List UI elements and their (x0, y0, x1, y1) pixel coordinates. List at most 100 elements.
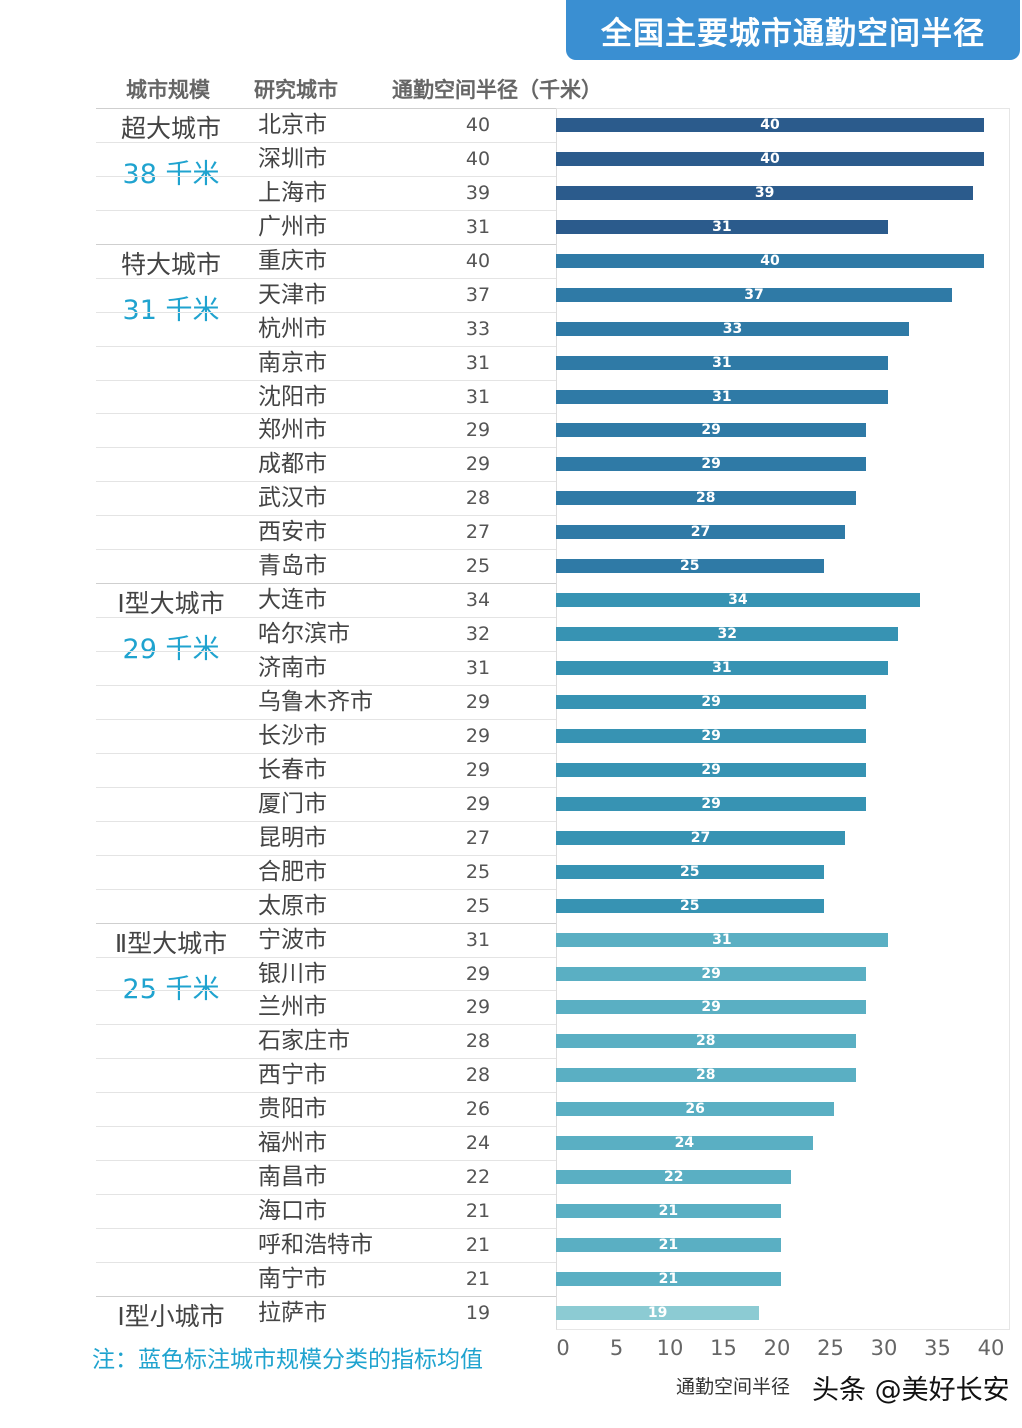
city-name: 厦门市 (258, 790, 327, 817)
value-cell: 37 (465, 283, 491, 306)
city-name: 银川市 (258, 960, 327, 987)
bar: 24 (556, 1136, 813, 1151)
row-divider (96, 718, 556, 720)
value-cell: 29 (465, 996, 491, 1019)
value-cell: 26 (465, 1098, 491, 1121)
value-cell: 21 (465, 1267, 491, 1290)
bar: 31 (556, 932, 888, 947)
city-name: 长沙市 (258, 722, 327, 749)
bar: 31 (556, 219, 888, 234)
value-cell: 40 (465, 249, 491, 272)
row-divider (96, 651, 556, 653)
bar: 29 (556, 796, 867, 811)
city-name: 武汉市 (258, 485, 327, 512)
watermark: 头条 @美好长安 (812, 1375, 1010, 1406)
city-name: 大连市 (258, 587, 327, 614)
value-cell: 29 (465, 690, 491, 713)
bar: 22 (556, 1170, 792, 1185)
value-cell: 27 (465, 826, 491, 849)
bar: 40 (556, 151, 984, 166)
x-tick-label: 20 (763, 1336, 791, 1360)
bar: 28 (556, 491, 856, 506)
row-divider (96, 515, 556, 517)
value-cell: 31 (465, 385, 491, 408)
group-name: Ⅰ型小城市 (117, 1301, 225, 1331)
group-divider (96, 1295, 556, 1297)
value-cell: 31 (465, 657, 491, 680)
row-divider (96, 1160, 556, 1162)
value-cell: 19 (465, 1301, 491, 1324)
value-cell: 24 (465, 1132, 491, 1155)
value-cell: 40 (465, 147, 491, 170)
row-divider (96, 549, 556, 551)
group-average: 25 千米 (122, 973, 220, 1005)
value-cell: 29 (465, 419, 491, 442)
bar: 28 (556, 1034, 856, 1049)
bar: 40 (556, 118, 984, 132)
group-average: 29 千米 (122, 634, 220, 666)
header-value: 通勤空间半径（千米） (392, 78, 602, 102)
header-city: 研究城市 (254, 78, 338, 102)
bar: 21 (556, 1271, 781, 1286)
group-name: Ⅰ型大城市 (117, 589, 225, 619)
chart-title: 全国主要城市通勤空间半径 (566, 0, 1020, 60)
bar: 26 (556, 1102, 835, 1117)
row-divider (96, 990, 556, 992)
value-cell: 29 (465, 453, 491, 476)
value-cell: 28 (465, 1030, 491, 1053)
bar: 34 (556, 593, 920, 608)
row-divider (96, 956, 556, 958)
footnote: 注：蓝色标注城市规模分类的指标均值 (92, 1347, 483, 1373)
bar: 25 (556, 559, 824, 574)
city-name: 长春市 (258, 756, 327, 783)
value-cell: 28 (465, 1064, 491, 1087)
city-name: 福州市 (258, 1130, 327, 1157)
city-name: 哈尔滨市 (258, 621, 350, 648)
bar: 31 (556, 661, 888, 676)
value-cell: 25 (465, 555, 491, 578)
group-average: 31 千米 (122, 294, 220, 326)
row-divider (96, 1092, 556, 1094)
row-divider (96, 175, 556, 177)
bar: 21 (556, 1204, 781, 1219)
bar: 29 (556, 762, 867, 777)
value-cell: 25 (465, 860, 491, 883)
city-name: 兰州市 (258, 994, 327, 1021)
bar: 32 (556, 627, 899, 642)
header-group: 城市规模 (126, 78, 210, 102)
x-tick-label: 5 (609, 1336, 624, 1360)
group-divider (96, 922, 556, 924)
city-name: 西安市 (258, 519, 327, 546)
city-name: 呼和浩特市 (258, 1232, 373, 1259)
group-divider (96, 108, 556, 109)
city-name: 重庆市 (258, 247, 327, 274)
city-name: 北京市 (258, 112, 327, 138)
city-name: 天津市 (258, 281, 327, 308)
row-divider (96, 820, 556, 822)
city-name: 济南市 (258, 655, 327, 682)
row-divider (96, 1194, 556, 1196)
row-divider (96, 752, 556, 754)
city-name: 石家庄市 (258, 1028, 350, 1055)
city-name: 乌鲁木齐市 (258, 688, 373, 715)
city-name: 西宁市 (258, 1062, 327, 1089)
value-cell: 25 (465, 894, 491, 917)
city-name: 拉萨市 (258, 1299, 327, 1326)
value-cell: 29 (465, 962, 491, 985)
city-name: 青岛市 (258, 553, 327, 580)
value-cell: 31 (465, 351, 491, 374)
row-divider (96, 481, 556, 483)
bar: 33 (556, 321, 910, 336)
x-tick-label: 15 (710, 1336, 737, 1360)
group-name: 超大城市 (120, 114, 221, 143)
city-name: 南昌市 (258, 1164, 327, 1191)
plot-area (556, 108, 1010, 1330)
bar: 29 (556, 694, 867, 709)
group-average: 38 千米 (122, 159, 220, 190)
bar: 25 (556, 864, 824, 879)
value-cell: 29 (465, 724, 491, 747)
value-cell: 29 (465, 758, 491, 781)
x-tick-label: 40 (977, 1336, 1005, 1360)
city-name: 宁波市 (258, 926, 327, 953)
